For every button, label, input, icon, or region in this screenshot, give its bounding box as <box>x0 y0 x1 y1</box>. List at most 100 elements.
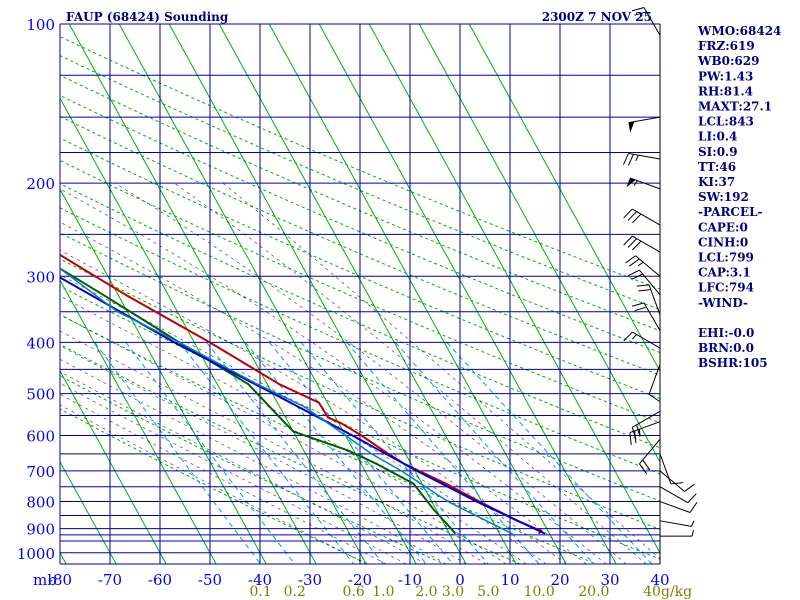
index-line: LCL:843 <box>698 115 754 129</box>
wind-barb-shaft <box>648 364 661 395</box>
index-line: LI:0.4 <box>698 130 737 144</box>
moist-adiabat-line <box>60 221 587 564</box>
wind-barb-full <box>639 463 648 475</box>
pressure-tick-label: 600 <box>26 427 55 445</box>
wetbulb-trace <box>60 267 513 535</box>
temperature-tick-label: 30 <box>600 571 619 589</box>
mixing-ratio-tick-labels: 0.1 0.2 0.6 1.0 2.0 3.0 5.0 10.0 20.0 40 g/kg <box>249 584 692 600</box>
dewpoint-trace <box>60 267 457 535</box>
pressure-tick-label: 300 <box>26 268 55 286</box>
dry-adiabat-lines <box>60 36 660 564</box>
isotherm-line <box>60 279 217 564</box>
wind-barb <box>623 235 661 253</box>
wind-barb-full <box>622 153 629 165</box>
mixing-ratio-tick-label: 0.1 <box>249 584 271 600</box>
pressure-tick-label: 800 <box>26 494 55 512</box>
mixing-ratio-tick-label: 0.6 <box>343 584 365 600</box>
temperature-tick-label: -50 <box>198 571 222 589</box>
wind-barb-full <box>629 432 632 445</box>
wind-barb-shaft <box>639 438 661 465</box>
temperature-tick-label: 10 <box>500 571 519 589</box>
wind-barb-shaft <box>639 269 661 296</box>
mixing-ratio-tick-label: 40 <box>643 584 661 600</box>
temperature-tick-label: -30 <box>298 571 322 589</box>
isotherm-line <box>168 24 467 564</box>
wind-barb <box>623 208 661 226</box>
mixing-ratio-unit-label: g/kg <box>661 584 692 600</box>
temperature-tick-label: -70 <box>98 571 122 589</box>
index-line: -PARCEL- <box>698 205 763 219</box>
pressure-tick-label: 100 <box>26 16 55 34</box>
isotherm-line <box>60 369 167 564</box>
pressure-tick-label: 900 <box>26 521 55 539</box>
index-line: WMO:68424 <box>697 24 781 38</box>
mixing-ratio-line <box>125 342 296 564</box>
wind-barb-half <box>691 520 695 527</box>
dry-adiabat-line <box>60 343 521 564</box>
mixing-ratio-line <box>269 342 454 564</box>
index-line: WB0:629 <box>697 54 759 68</box>
wind-barb-shaft <box>632 208 661 226</box>
moist-adiabat-line <box>60 393 387 564</box>
wind-barb <box>626 177 661 190</box>
moist-adiabat-line <box>174 182 647 564</box>
wind-barb <box>628 116 661 133</box>
wind-barb-shaft <box>643 7 661 36</box>
dry-adiabat-line <box>60 115 660 376</box>
index-line: FRZ:619 <box>698 39 755 53</box>
dry-adiabat-line <box>60 232 660 502</box>
wind-barb-full <box>627 211 637 221</box>
moist-adiabat-line <box>60 371 427 564</box>
mixing-ratio-line <box>395 342 595 564</box>
index-line: TT:46 <box>698 160 736 174</box>
pressure-tick-label: 1000 <box>17 545 55 563</box>
moist-adiabat-line <box>60 358 447 564</box>
mixing-ratio-tick-label: 1.0 <box>372 584 394 600</box>
wind-barb <box>625 255 661 277</box>
mixing-ratio-lines <box>94 342 653 564</box>
temperature-tick-label: -60 <box>148 571 172 589</box>
pressure-tick-label: 400 <box>26 334 55 352</box>
wind-barb-shaft <box>628 116 661 124</box>
moist-adiabat-line <box>222 182 660 560</box>
wind-barb <box>659 520 695 527</box>
dry-adiabat-line <box>60 36 660 290</box>
mixing-ratio-tick-label: 2.0 <box>415 584 437 600</box>
index-line: CINH:0 <box>698 235 748 249</box>
mixing-ratio-line <box>346 342 540 564</box>
wind-barb <box>659 501 698 513</box>
wind-barb <box>628 269 661 296</box>
moist-adiabat-line <box>60 330 487 564</box>
isotherm-line <box>60 188 267 564</box>
wind-barb-shaft <box>632 331 661 349</box>
temperature-tick-label: -20 <box>348 571 372 589</box>
wind-barb-full <box>631 213 642 224</box>
index-line: -WIND- <box>698 296 748 310</box>
wind-barb-column <box>622 7 698 564</box>
wind-barb <box>629 421 661 445</box>
index-line: LFC:794 <box>698 281 754 295</box>
wind-barb-full <box>628 269 640 277</box>
index-line: BRN:0.0 <box>698 341 754 355</box>
index-line: MAXT:27.1 <box>698 100 772 114</box>
wind-barb-full <box>623 208 633 219</box>
wind-barb-full <box>636 284 650 287</box>
temperature-tick-label: 0 <box>455 571 465 589</box>
moist-adiabat-line <box>114 182 627 564</box>
sounding-traces <box>60 253 546 535</box>
wind-barb-full <box>684 483 695 492</box>
mixing-ratio-tick-label: 10.0 <box>524 584 555 600</box>
temperature-tick-labels: -80 -70 -60 -50 -40 -30 -20 -10 0 10 20 30 40 <box>48 571 670 589</box>
index-line: RH:81.4 <box>698 84 753 98</box>
wind-barb-full <box>631 7 645 12</box>
wind-barb-full <box>689 501 698 513</box>
wind-barb <box>659 470 695 492</box>
moist-adiabat-line <box>60 249 567 564</box>
wind-barb-full <box>638 289 651 292</box>
index-line: KI:37 <box>698 175 735 189</box>
chart-timestamp: 2300Z 7 NOV 25 <box>542 10 652 24</box>
parcel-trace <box>60 276 546 535</box>
dry-adiabat-line <box>60 408 369 564</box>
